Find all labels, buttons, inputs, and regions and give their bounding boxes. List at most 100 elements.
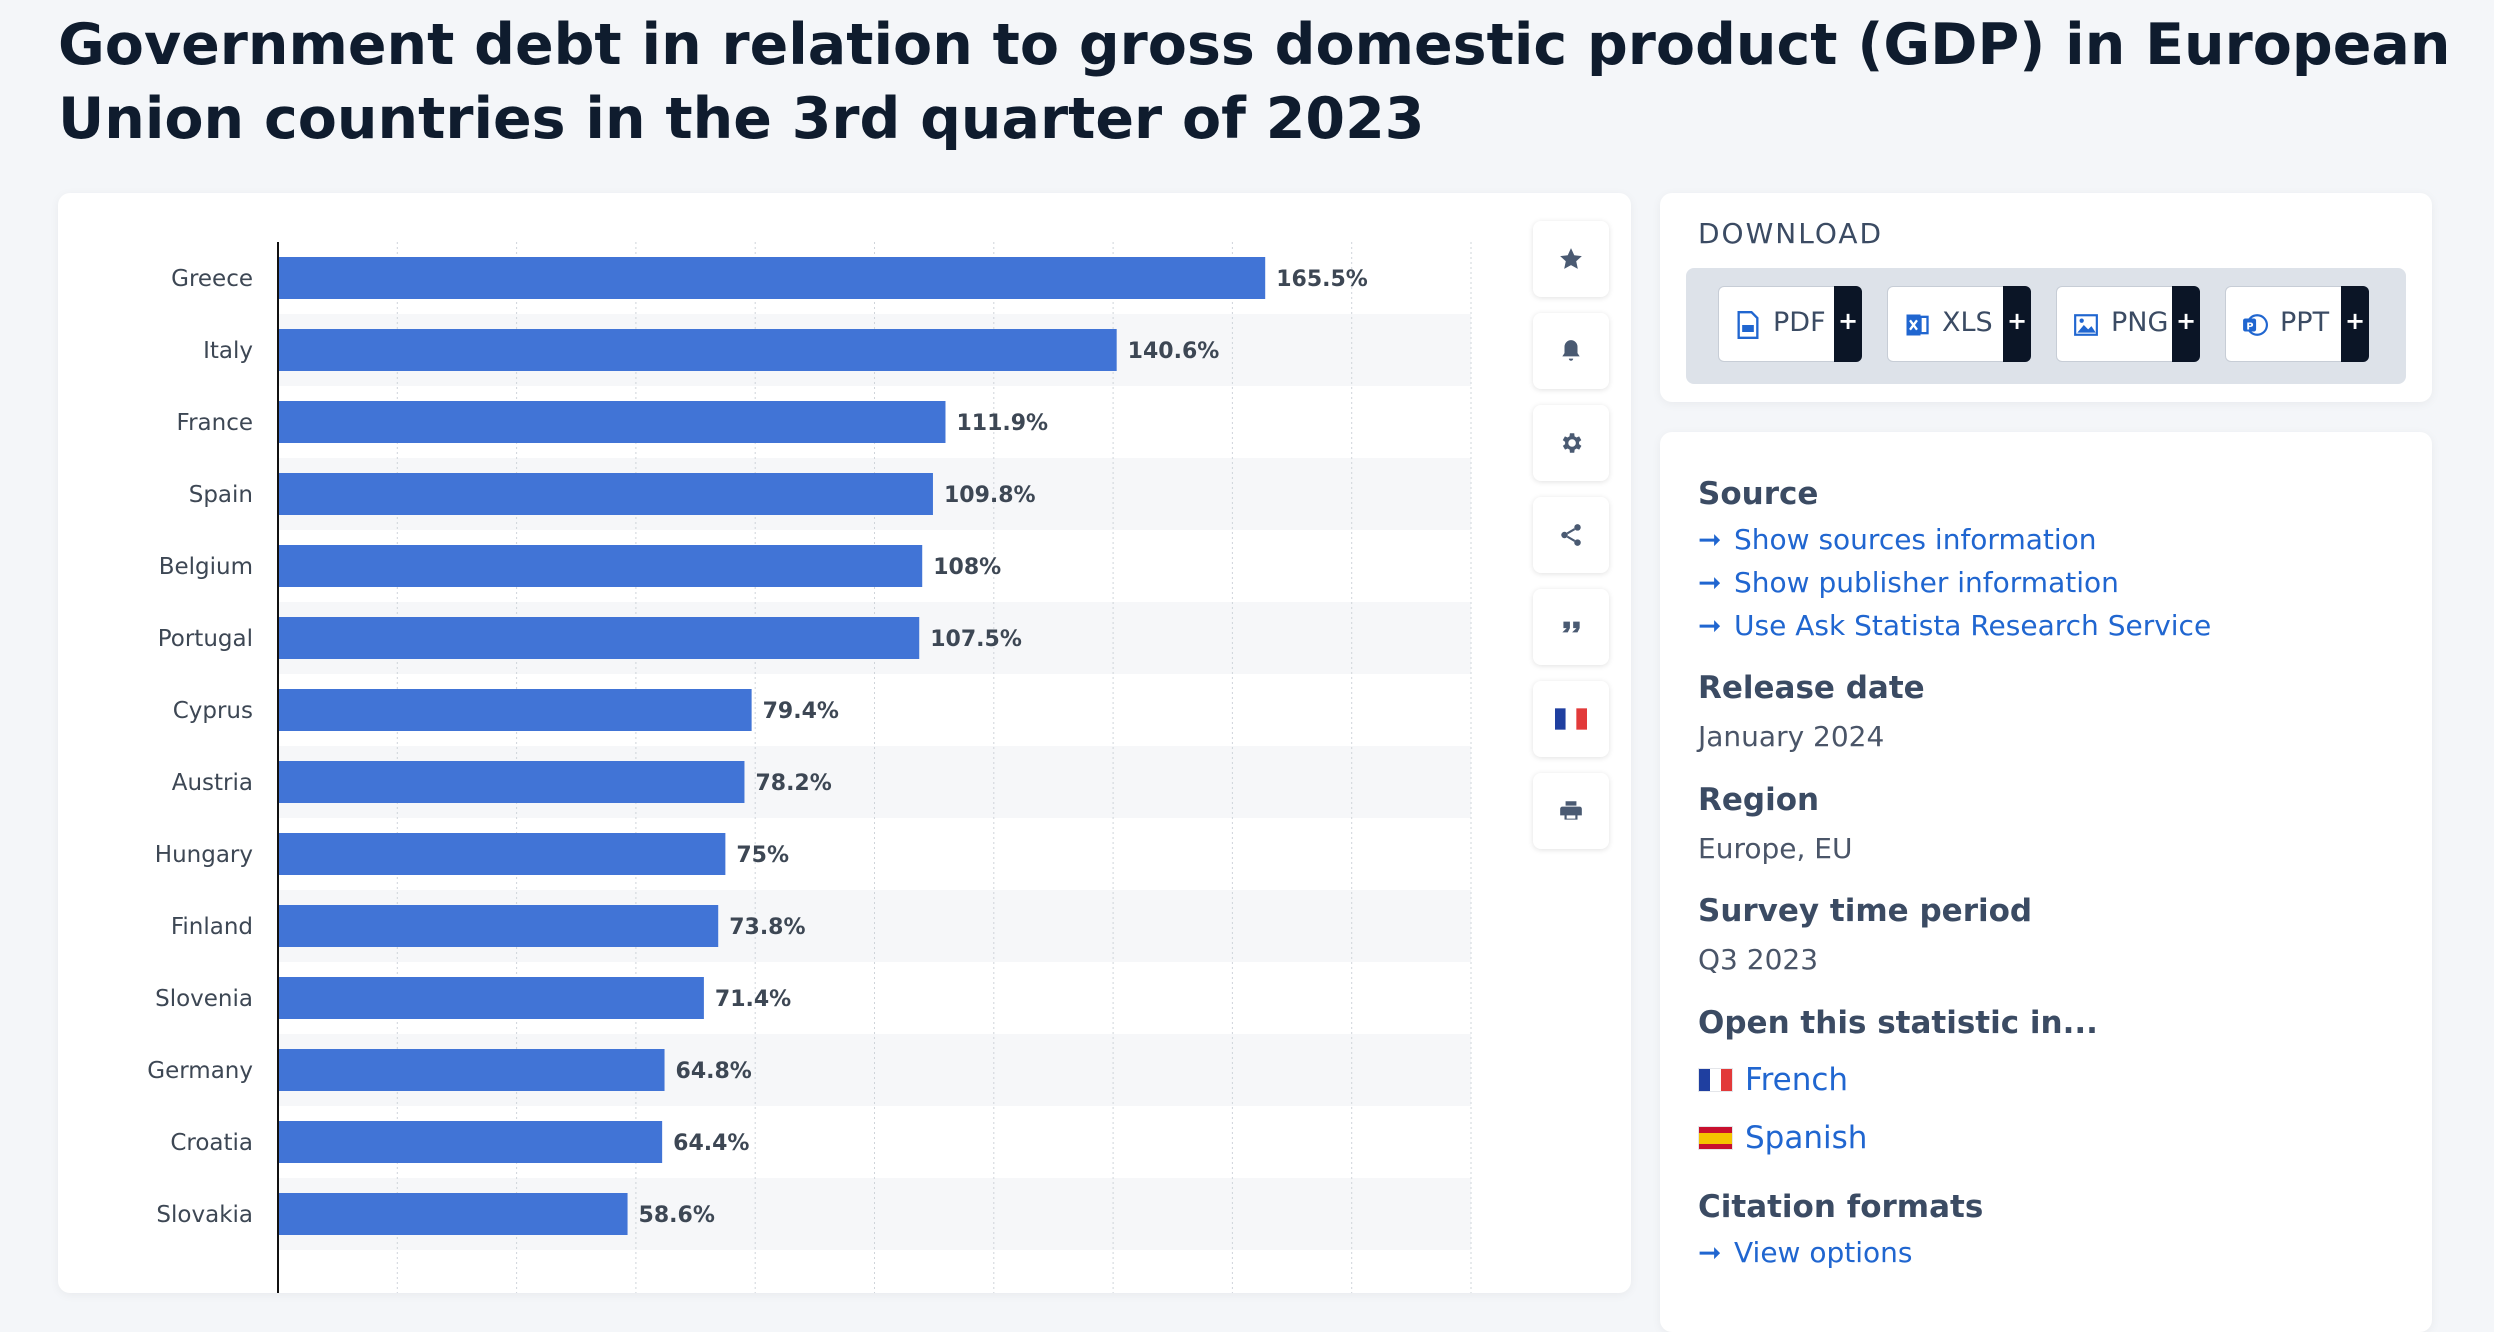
open-in-spanish-label: Spanish (1745, 1120, 1868, 1156)
release-date-value: January 2024 (1698, 720, 1885, 753)
bar (278, 473, 933, 515)
show-sources-link[interactable]: ➞ Show sources information (1698, 523, 2097, 556)
value-label: 78.2% (755, 771, 831, 796)
show-publisher-link-label: Show publisher information (1734, 566, 2119, 599)
region-heading: Region (1698, 782, 1820, 818)
share-icon (1561, 524, 1581, 546)
chart-toolbar (1533, 221, 1609, 865)
bar (278, 329, 1117, 371)
download-options: PDF + XLS + PNG + P PPT + (1686, 268, 2406, 384)
value-label: 64.8% (676, 1059, 752, 1084)
arrow-right-icon: ➞ (1698, 523, 1722, 556)
svg-text:P: P (2246, 321, 2253, 332)
category-label: Greece (171, 266, 253, 292)
release-date-heading: Release date (1698, 670, 1925, 706)
plus-icon: + (2172, 286, 2200, 362)
category-label: Austria (172, 770, 253, 796)
download-pdf-button[interactable]: PDF + (1718, 286, 1862, 362)
download-xls-label: XLS (1942, 307, 1993, 338)
value-label: 108% (933, 555, 1001, 580)
bar (278, 761, 745, 803)
favorite-button[interactable] (1533, 221, 1609, 297)
settings-button[interactable] (1533, 405, 1609, 481)
page-title: Government debt in relation to gross dom… (58, 12, 2451, 152)
value-label: 140.6% (1128, 339, 1220, 364)
value-label: 107.5% (930, 627, 1022, 652)
bar (278, 545, 923, 587)
view-citation-options-link[interactable]: ➞ View options (1698, 1236, 1912, 1269)
open-in-spanish-link[interactable]: Spanish (1698, 1120, 1867, 1156)
value-label: 75% (736, 843, 789, 868)
open-statistic-heading: Open this statistic in... (1698, 1005, 2098, 1041)
category-label: Portugal (158, 626, 253, 652)
category-label: Croatia (170, 1130, 253, 1156)
star-icon (1560, 248, 1582, 269)
value-label: 109.8% (944, 483, 1036, 508)
plus-icon: + (2003, 286, 2031, 362)
plus-icon: + (2341, 286, 2369, 362)
arrow-right-icon: ➞ (1698, 566, 1722, 599)
category-label: France (177, 410, 253, 436)
category-label: Italy (203, 338, 253, 364)
value-label: 111.9% (956, 411, 1048, 436)
spanish-flag-icon (1698, 1126, 1733, 1150)
notification-button[interactable] (1533, 313, 1609, 389)
bar (278, 905, 719, 947)
category-label: Germany (147, 1058, 253, 1084)
bar (278, 833, 726, 875)
share-button[interactable] (1533, 497, 1609, 573)
download-card: DOWNLOAD PDF + XLS + PNG + P PPT + (1660, 193, 2432, 402)
bar (278, 401, 946, 443)
download-heading: DOWNLOAD (1698, 217, 1884, 250)
citation-formats-heading: Citation formats (1698, 1189, 1984, 1225)
bar (278, 977, 704, 1019)
open-in-french-link[interactable]: French (1698, 1062, 1848, 1098)
quote-icon (1562, 621, 1580, 633)
print-button[interactable] (1533, 773, 1609, 849)
category-label: Slovakia (156, 1202, 253, 1228)
bar (278, 257, 1266, 299)
show-publisher-link[interactable]: ➞ Show publisher information (1698, 566, 2119, 599)
language-button[interactable] (1533, 681, 1609, 757)
ask-statista-link[interactable]: ➞ Use Ask Statista Research Service (1698, 609, 2211, 642)
category-label: Spain (189, 482, 253, 508)
bar-chart: Greece 165.5% Italy 140.6% France 111.9% Spain… (147, 242, 1472, 1293)
bar (278, 617, 920, 659)
survey-period-value: Q3 2023 (1698, 943, 1819, 976)
arrow-right-icon: ➞ (1698, 609, 1722, 642)
xls-file-icon (1906, 314, 1929, 336)
ask-statista-link-label: Use Ask Statista Research Service (1734, 609, 2212, 642)
category-label: Slovenia (155, 986, 253, 1012)
gear-icon (1562, 433, 1582, 453)
category-label: Belgium (159, 554, 253, 580)
bell-icon (1562, 340, 1580, 361)
ppt-file-icon: P (2243, 314, 2268, 336)
png-image-icon (2074, 314, 2098, 336)
bar (278, 689, 752, 731)
pdf-file-icon (1737, 311, 1759, 339)
value-label: 73.8% (729, 915, 805, 940)
value-label: 165.5% (1276, 267, 1368, 292)
french-flag-icon (1555, 708, 1587, 730)
cite-button[interactable] (1533, 589, 1609, 665)
french-flag-icon (1698, 1068, 1733, 1092)
download-png-button[interactable]: PNG + (2056, 286, 2200, 362)
statistic-details: Source ➞ Show sources information ➞ Show p… (1660, 432, 2432, 1332)
chart-card: Greece 165.5% Italy 140.6% France 111.9% Spain… (58, 193, 1631, 1293)
bar (278, 1049, 665, 1091)
download-ppt-button[interactable]: P PPT + (2225, 286, 2369, 362)
download-xls-button[interactable]: XLS + (1887, 286, 2031, 362)
region-value: Europe, EU (1698, 832, 1853, 865)
source-heading: Source (1698, 476, 1819, 512)
survey-period-heading: Survey time period (1698, 893, 2033, 929)
plus-icon: + (1834, 286, 1862, 362)
show-sources-link-label: Show sources information (1734, 523, 2097, 556)
value-label: 64.4% (673, 1131, 749, 1156)
print-icon (1560, 801, 1582, 820)
value-label: 71.4% (715, 987, 791, 1012)
value-label: 79.4% (763, 699, 839, 724)
category-label: Hungary (155, 842, 253, 868)
value-label: 58.6% (639, 1203, 715, 1228)
download-ppt-label: PPT (2280, 307, 2330, 338)
bar (278, 1193, 628, 1235)
